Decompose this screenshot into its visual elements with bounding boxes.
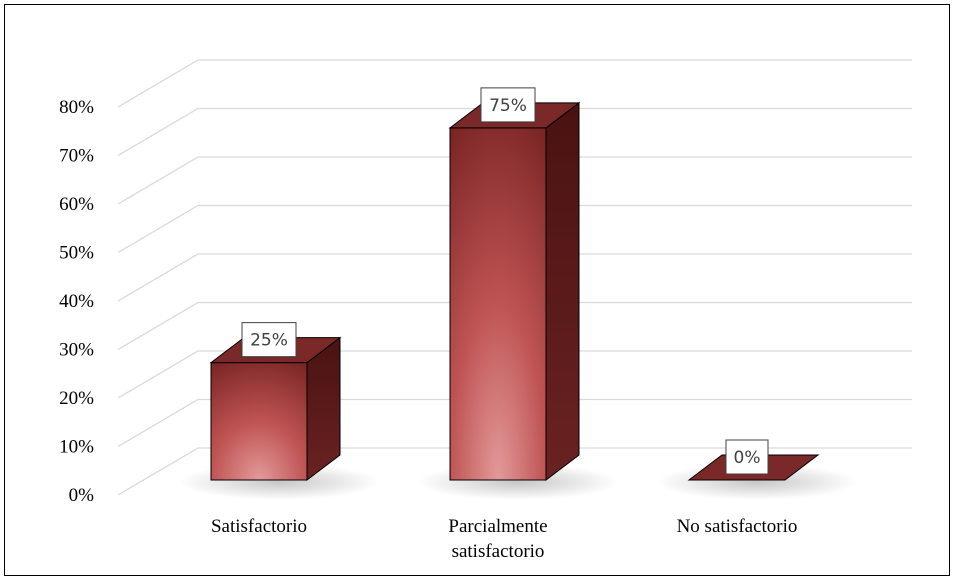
data-labels: 25% 75% 0% (241, 87, 769, 475)
y-tick-label-7: 70% (59, 146, 94, 167)
bar-0 (209, 336, 342, 482)
gridline-4 (117, 253, 912, 302)
bar-side-1 (545, 101, 580, 482)
x-category-label-2: No satisfactorio (677, 516, 798, 537)
y-tick-label-4: 40% (59, 291, 94, 312)
data-label-text-1: 75% (489, 96, 527, 116)
gridline-0 (117, 447, 912, 496)
data-label-box-0 (241, 322, 297, 358)
gridline-7 (117, 107, 912, 157)
bar-1 (448, 101, 581, 482)
x-axis-categories: Satisfactorio Parcialmente satisfactorio No… (211, 516, 797, 562)
gridline-6 (117, 156, 912, 205)
data-label-1: 75% (480, 87, 536, 123)
x-category-label-0: Satisfactorio (211, 516, 307, 537)
gridline-8 (117, 59, 912, 108)
y-axis-ticks: 0% 10% 20% 30% 40% 50% 60% 70% 80% (59, 97, 94, 506)
y-tick-label-8: 80% (59, 97, 94, 118)
gridline-5 (117, 204, 912, 254)
y-tick-label-1: 10% (59, 437, 94, 458)
data-label-text-2: 0% (734, 448, 761, 468)
data-label-text-0: 25% (250, 331, 288, 351)
x-category-label-1-line-1: satisfactorio (452, 541, 545, 562)
gridline-1 (117, 398, 912, 448)
bar-front-0 (210, 362, 308, 481)
bar-front-1 (449, 127, 547, 481)
gridlines (117, 59, 912, 496)
y-tick-label-6: 60% (59, 194, 94, 215)
data-label-box-1 (480, 87, 536, 123)
data-label-box-2 (725, 439, 769, 475)
y-tick-label-3: 30% (59, 340, 94, 361)
gridline-3 (117, 301, 912, 351)
data-label-0: 25% (241, 322, 297, 358)
y-tick-label-0: 0% (69, 485, 95, 506)
gridline-2 (117, 350, 912, 399)
y-tick-label-5: 50% (59, 243, 94, 264)
data-label-2: 0% (725, 439, 769, 475)
x-category-label-1-line-0: Parcialmente (448, 516, 547, 537)
y-tick-label-2: 20% (59, 388, 94, 409)
